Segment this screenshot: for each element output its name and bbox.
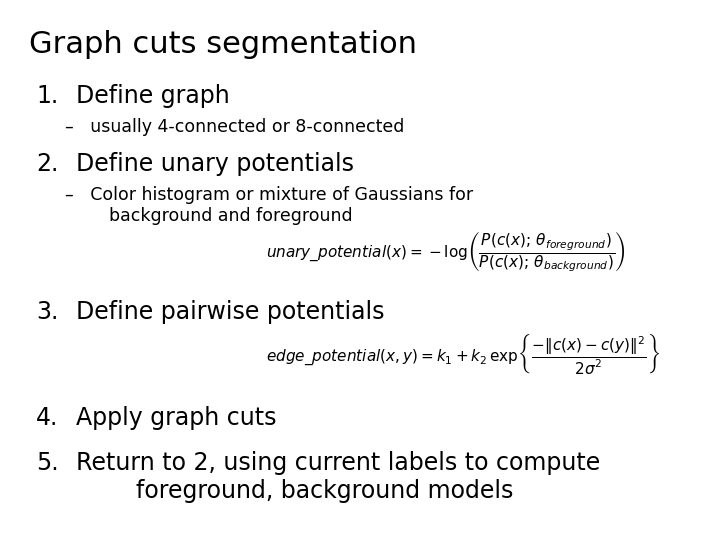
Text: Return to 2, using current labels to compute
        foreground, background mode: Return to 2, using current labels to com… <box>76 451 600 503</box>
Text: Define graph: Define graph <box>76 84 230 107</box>
Text: Apply graph cuts: Apply graph cuts <box>76 406 276 430</box>
Text: –   Color histogram or mixture of Gaussians for
        background and foregroun: – Color histogram or mixture of Gaussian… <box>65 186 473 225</box>
Text: 2.: 2. <box>36 152 58 176</box>
Text: $\mathit{unary\_potential}(x) = -\log\!\left(\dfrac{P(c(x);\,\theta_{\mathit{for: $\mathit{unary\_potential}(x) = -\log\!\… <box>266 229 626 273</box>
Text: $\mathit{edge\_potential}(x,y) = k_1 + k_2\,\exp\!\left\{\dfrac{-\|c(x)-c(y)\|^2: $\mathit{edge\_potential}(x,y) = k_1 + k… <box>266 331 661 376</box>
Text: Define unary potentials: Define unary potentials <box>76 152 354 176</box>
Text: 5.: 5. <box>36 451 58 475</box>
Text: –   usually 4-connected or 8-connected: – usually 4-connected or 8-connected <box>65 118 404 136</box>
Text: Define pairwise potentials: Define pairwise potentials <box>76 300 384 323</box>
Text: Graph cuts segmentation: Graph cuts segmentation <box>29 30 417 59</box>
Text: 4.: 4. <box>36 406 58 430</box>
Text: 1.: 1. <box>36 84 58 107</box>
Text: 3.: 3. <box>36 300 58 323</box>
